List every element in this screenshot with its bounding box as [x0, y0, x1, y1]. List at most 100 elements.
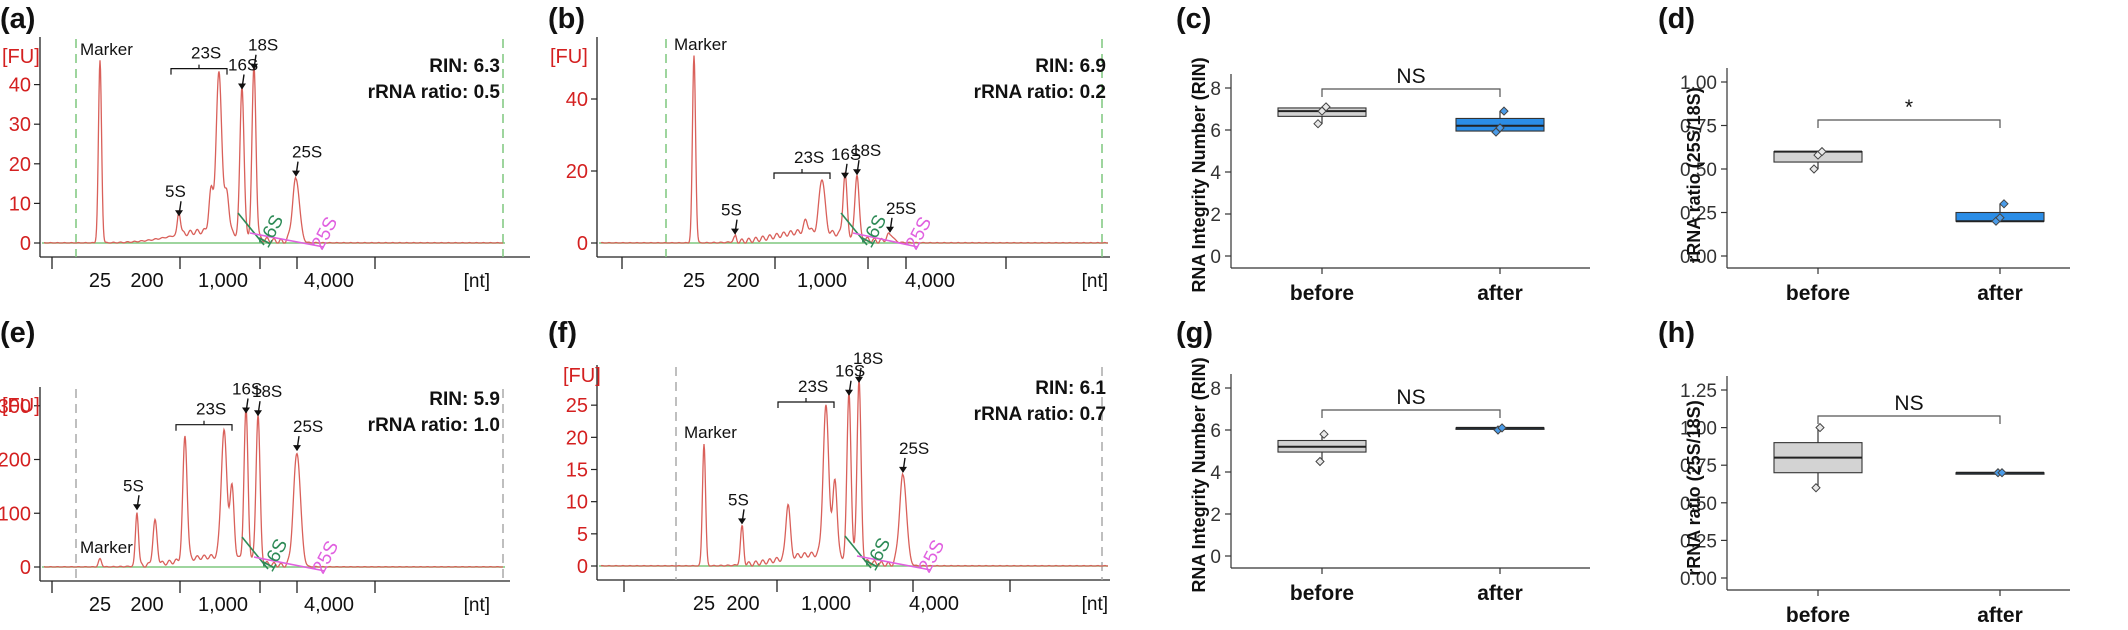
- x-tick-label: 25: [693, 593, 715, 615]
- peak-arrowhead: [292, 170, 300, 177]
- y-tick-label: 0.50: [1680, 160, 1717, 181]
- y-tick-label: 20: [566, 427, 588, 449]
- cross-label-16s: 16S: [258, 536, 292, 576]
- data-point: [1321, 102, 1331, 112]
- trace-line: [600, 55, 1108, 244]
- y-axis-title: rRNA ratio (25S/18S): [1684, 87, 1704, 262]
- electropherogram-b: 0 20 40 [FU] 25 200 1,000 4,000 [nt] 16S 25S Marker…: [550, 35, 1110, 292]
- y-tick-label: 4: [1210, 463, 1221, 484]
- y-tick-label: 30: [9, 114, 31, 136]
- trace-line: [600, 379, 1108, 567]
- peak-arrowhead: [175, 210, 183, 217]
- peak-label-5s: 5S: [721, 201, 742, 220]
- y-tick-label: 6: [1210, 121, 1221, 142]
- peak-label-16s: 16S: [228, 56, 258, 75]
- y-tick-label: 0.75: [1680, 456, 1717, 477]
- panel-letter: (h): [1658, 317, 1695, 349]
- x-tick-label: 1,000: [801, 593, 851, 615]
- peak-arrowhead: [853, 169, 861, 176]
- bracket-23s: [777, 398, 835, 409]
- peak-arrowhead: [855, 376, 863, 383]
- rin-value: RIN: 6.1: [1035, 378, 1106, 399]
- y-tick-label: 0.00: [1680, 569, 1717, 590]
- x-category-label: after: [1977, 282, 2023, 305]
- peak-label-18s: 18S: [851, 141, 881, 160]
- marker-line-16s: [844, 535, 872, 569]
- marker-line-16s: [237, 212, 265, 246]
- x-tick-label: 1,000: [797, 270, 847, 292]
- x-unit-label: [nt]: [464, 595, 490, 616]
- peak-label-5s: 5S: [123, 476, 144, 495]
- y-axis-title: rRNA ratio (25S/18S): [1684, 400, 1704, 575]
- significance-label: NS: [1894, 392, 1923, 415]
- rrna-ratio-value: rRNA ratio: 0.2: [974, 82, 1106, 103]
- y-tick-label: 1.00: [1680, 419, 1717, 440]
- x-category-label: after: [1477, 282, 1523, 305]
- panel-letter: (c): [1176, 3, 1211, 35]
- peak-arrowhead: [293, 445, 301, 452]
- rin-value: RIN: 6.9: [1035, 56, 1106, 77]
- x-unit-label: [nt]: [1082, 594, 1108, 615]
- y-tick-label: 8: [1210, 79, 1221, 100]
- y-axis-title: RNA Integrity Number (RIN): [1189, 57, 1209, 292]
- cross-label-25s: 25S: [309, 538, 343, 578]
- peak-label-23s: 23S: [794, 148, 824, 167]
- y-tick-label: 4: [1210, 163, 1221, 184]
- y-tick-label: 0.25: [1680, 204, 1717, 225]
- peak-label-25s: 25S: [886, 199, 916, 218]
- significance-bracket: [1817, 119, 2001, 128]
- marker-line-25s: [856, 555, 932, 571]
- x-tick-label: 1,000: [198, 594, 248, 616]
- trace-line: [43, 407, 504, 568]
- cross-label-25s: 25S: [915, 537, 949, 577]
- peak-arrowhead: [738, 518, 746, 525]
- panel-letter: (f): [548, 317, 577, 349]
- x-tick-label: 200: [130, 270, 163, 292]
- peak-arrowhead: [841, 172, 849, 179]
- significance-label: *: [1905, 96, 1913, 119]
- marker-line-25s: [249, 232, 325, 248]
- peak-label-18s: 18S: [252, 382, 282, 401]
- rrna-ratio-value: rRNA ratio: 0.5: [368, 82, 501, 103]
- y-tick-label: 0: [20, 557, 31, 579]
- y-tick-label: 10: [566, 492, 588, 514]
- peak-label-18s: 18S: [248, 36, 278, 55]
- marker-line-25s: [852, 232, 919, 248]
- y-tick-label: 1.00: [1680, 73, 1717, 94]
- peak-label-5s: 5S: [165, 182, 186, 201]
- cross-label-25s: 25S: [902, 214, 936, 254]
- x-category-label: before: [1786, 604, 1850, 627]
- x-tick-label: 4,000: [304, 270, 354, 292]
- x-tick-label: 200: [726, 593, 759, 615]
- data-point: [1497, 423, 1507, 433]
- electropherogram-a: 0 10 20 30 40 [FU] 25 200 1,000 4,000 [nt] 16S 25S Ma…: [2, 36, 530, 292]
- x-tick-label: 4,000: [905, 270, 955, 292]
- peak-arrowhead: [238, 83, 246, 90]
- bracket-23s: [773, 169, 831, 179]
- y-tick-label: 0: [20, 233, 31, 255]
- peak-arrowhead: [250, 63, 258, 70]
- peak-label-marker: Marker: [674, 35, 727, 54]
- peak-label-23s: 23S: [798, 377, 828, 396]
- rin-value: RIN: 6.3: [429, 56, 500, 77]
- peak-label-25s: 25S: [292, 143, 322, 162]
- y-tick-label: 0.25: [1680, 531, 1717, 552]
- cross-label-25s: 25S: [308, 214, 342, 254]
- x-category-label: after: [1977, 604, 2023, 627]
- y-tick-label: 20: [566, 161, 588, 183]
- y-unit-label: [FU]: [2, 46, 40, 68]
- y-tick-label: 2: [1210, 205, 1221, 226]
- y-unit-label: [FU]: [550, 46, 588, 68]
- peak-label-16s: 16S: [232, 380, 262, 399]
- peak-label-marker: Marker: [80, 538, 133, 557]
- marker-line-16s: [241, 536, 269, 570]
- y-unit-label: [FU]: [2, 395, 40, 417]
- data-point: [1499, 106, 1509, 116]
- peak-arrowhead: [886, 226, 894, 233]
- y-tick-label: 10: [9, 193, 31, 215]
- peak-label-23s: 23S: [191, 44, 221, 63]
- peak-arrowhead: [845, 389, 853, 396]
